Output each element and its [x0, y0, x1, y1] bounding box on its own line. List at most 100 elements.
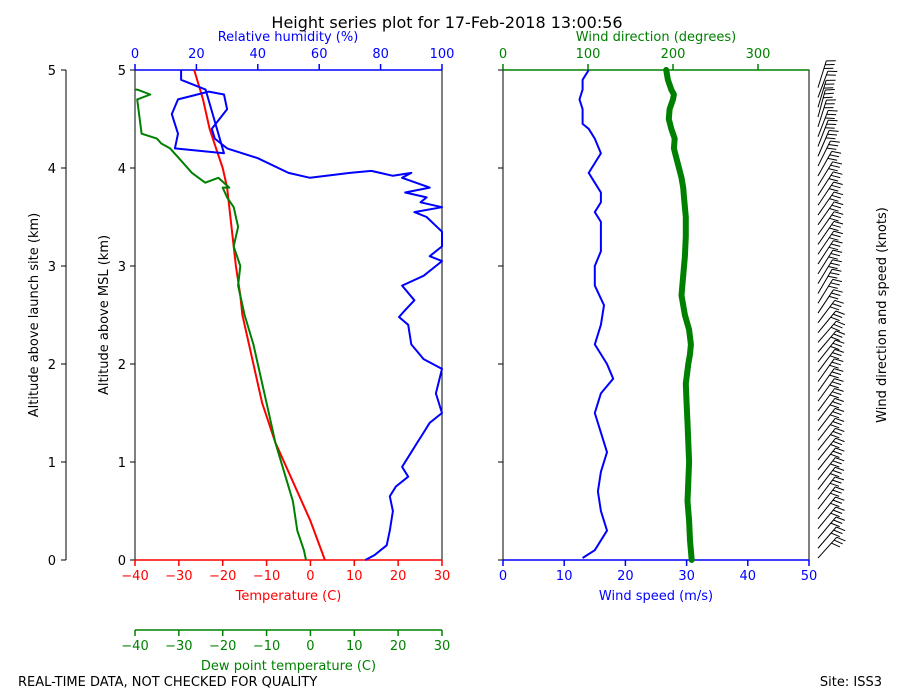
wind-barb-feather	[833, 313, 843, 318]
wind-barb-feather	[825, 117, 835, 119]
wind-barb-feather	[834, 348, 844, 353]
wind-barb-shaft	[817, 339, 836, 363]
humidity-tick-label: 0	[131, 47, 139, 62]
site-label: Site: ISS3	[820, 675, 882, 690]
wind-barb-shaft	[817, 398, 836, 422]
wind-barb-shaft	[817, 496, 836, 520]
wind-barb-feather	[835, 447, 845, 452]
wind-barb-shaft	[817, 289, 834, 314]
wind-barb-shaft	[817, 486, 836, 510]
wind-barb-feather	[835, 427, 845, 432]
wind-barb-shaft	[817, 201, 835, 226]
wind-speed-tick-label: 10	[556, 569, 573, 584]
wind-barb-shaft	[817, 330, 837, 353]
wind-barb-feather	[833, 220, 844, 225]
wind-barb-feather	[834, 299, 844, 304]
wind-barb-feather	[830, 522, 840, 528]
wind-barb-feather	[835, 417, 845, 422]
wind-barb-shaft	[817, 151, 833, 177]
dewpoint-tick-label: −10	[253, 639, 280, 654]
wind-barb-feather	[830, 424, 840, 429]
wind-barb-feather	[830, 444, 840, 449]
wind-barb-shaft	[817, 368, 835, 392]
wind-direction-tick-label: 200	[661, 47, 686, 62]
msl-altitude-axis-label: Altitude above MSL (km)	[97, 235, 112, 395]
wind-barb-feather	[830, 463, 840, 468]
humidity-series-line	[170, 70, 443, 561]
msl-tick-label: 3	[118, 260, 126, 275]
wind-barb-feather	[829, 154, 840, 158]
wind-barb-feather	[832, 421, 842, 426]
wind-barb-shaft	[817, 249, 834, 275]
temperature-tick-label: −10	[253, 569, 280, 584]
wind-barb-feather	[830, 345, 840, 351]
wind-barb-feather	[828, 119, 838, 122]
wind-barb-feather	[827, 157, 838, 161]
wind-barb-feather	[830, 164, 840, 168]
wind-barb-shaft	[817, 447, 836, 471]
dewpoint-tick-label: −30	[165, 639, 192, 654]
wind-barb-feather	[830, 453, 840, 458]
wind-barb-shaft	[817, 211, 835, 235]
wind-barb-shaft	[817, 300, 836, 324]
wind-barb-feather	[833, 211, 844, 215]
wind-barb-shaft	[817, 476, 836, 500]
launch-altitude-tick-label: 0	[48, 554, 56, 569]
wind-barb-feather	[832, 479, 842, 484]
wind-barb-feather	[834, 466, 845, 471]
temperature-tick-label: 10	[346, 569, 363, 584]
wind-barb-feather	[834, 407, 845, 412]
wind-barb-feather	[830, 253, 841, 257]
wind-barb-shaft	[817, 466, 836, 490]
wind-barb-shaft	[817, 536, 838, 559]
wind-barb-feather	[833, 529, 843, 535]
wind-barb-feather	[828, 168, 838, 172]
wind-barb-shaft	[817, 349, 836, 373]
wind-barb-feather	[831, 233, 841, 238]
wind-barb-feather	[830, 434, 840, 439]
wind-barb-shaft	[817, 279, 834, 304]
msl-tick-label: 2	[118, 358, 126, 373]
wind-barb-feather	[832, 489, 842, 494]
wind-barb-feather	[830, 512, 840, 518]
wind-barb-feather	[832, 391, 842, 396]
wind-barb-shaft	[817, 181, 835, 206]
dewpoint-tick-label: −20	[209, 639, 236, 654]
temperature-tick-label: 30	[434, 569, 451, 584]
wind-barb-feather	[831, 204, 842, 209]
temperature-tick-label: −20	[209, 569, 236, 584]
wind-barb-shaft	[817, 310, 837, 333]
wind-barb-feather	[832, 430, 842, 436]
wind-direction-tick-label: 300	[746, 47, 771, 62]
dewpoint-tick-label: 20	[390, 639, 407, 654]
wind-barb-feather	[830, 174, 841, 179]
launch-altitude-axis-label: Altitude above launch site (km)	[27, 213, 42, 417]
wind-barb-shaft	[817, 89, 826, 118]
wind-speed-axis-label: Wind speed (m/s)	[599, 589, 713, 604]
launch-altitude-tick-label: 4	[48, 162, 56, 177]
temperature-tick-label: −40	[121, 569, 148, 584]
wind-barb-feather	[831, 214, 842, 219]
wind-barb-feather	[830, 326, 840, 332]
dewpoint-axis-label: Dew point temperature (C)	[201, 659, 376, 674]
wind-barb-feather	[830, 336, 840, 341]
wind-barb-feather	[832, 450, 843, 455]
wind-barb-shaft	[817, 358, 835, 382]
wind-barbs-axis-label: Wind direction and speed (knots)	[875, 207, 890, 423]
wind-barb-feather	[836, 526, 846, 532]
wind-barb-shaft	[817, 437, 836, 461]
wind-barb-feather	[833, 240, 843, 244]
wind-barb-feather	[832, 303, 842, 308]
wind-barb-feather	[833, 289, 843, 293]
wind-barb-shaft	[817, 99, 827, 127]
wind-barb-feather	[835, 506, 845, 511]
wind-barb-feather	[835, 339, 845, 344]
wind-barb-feather	[830, 532, 840, 538]
wind-barb-feather	[830, 473, 840, 478]
launch-altitude-tick-label: 1	[48, 456, 56, 471]
wind-barb-shaft	[817, 171, 834, 196]
wind-barb-feather	[829, 227, 839, 232]
wind-barb-feather	[824, 92, 834, 95]
wind-speed-tick-label: 0	[499, 569, 507, 584]
wind-barb-feather	[828, 188, 839, 192]
